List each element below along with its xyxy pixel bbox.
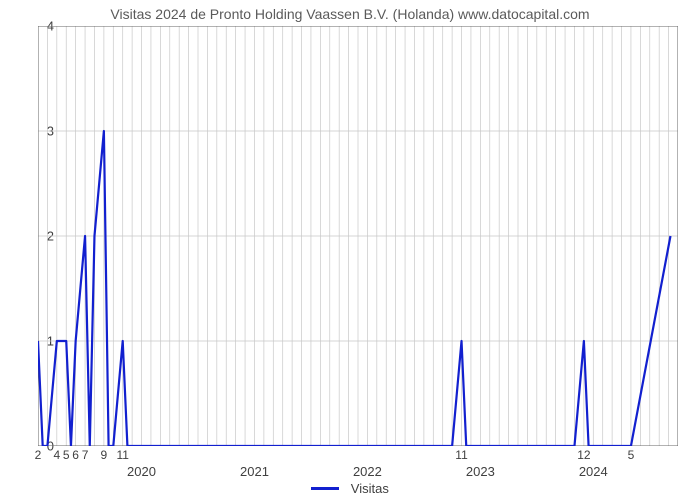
x-tick-minor: 6 xyxy=(72,448,79,462)
x-tick-minor: 7 xyxy=(82,448,89,462)
x-axis-labels: 245679111112520202021202220232024 xyxy=(38,448,678,482)
x-tick-minor: 2 xyxy=(35,448,42,462)
x-tick-major: 2022 xyxy=(353,464,382,479)
chart-plot xyxy=(38,26,678,446)
chart-title: Visitas 2024 de Pronto Holding Vaassen B… xyxy=(0,6,700,22)
x-tick-minor: 9 xyxy=(101,448,108,462)
legend-swatch xyxy=(311,487,339,490)
chart-container: Visitas 2024 de Pronto Holding Vaassen B… xyxy=(0,0,700,500)
x-tick-major: 2020 xyxy=(127,464,156,479)
x-tick-major: 2024 xyxy=(579,464,608,479)
x-tick-minor: 5 xyxy=(63,448,70,462)
x-tick-minor: 5 xyxy=(628,448,635,462)
legend: Visitas xyxy=(0,480,700,496)
x-tick-minor: 11 xyxy=(455,448,467,462)
x-tick-major: 2021 xyxy=(240,464,269,479)
legend-text: Visitas xyxy=(351,481,389,496)
x-tick-minor: 4 xyxy=(53,448,60,462)
x-tick-minor: 11 xyxy=(116,448,128,462)
x-tick-major: 2023 xyxy=(466,464,495,479)
x-tick-minor: 12 xyxy=(577,448,590,462)
